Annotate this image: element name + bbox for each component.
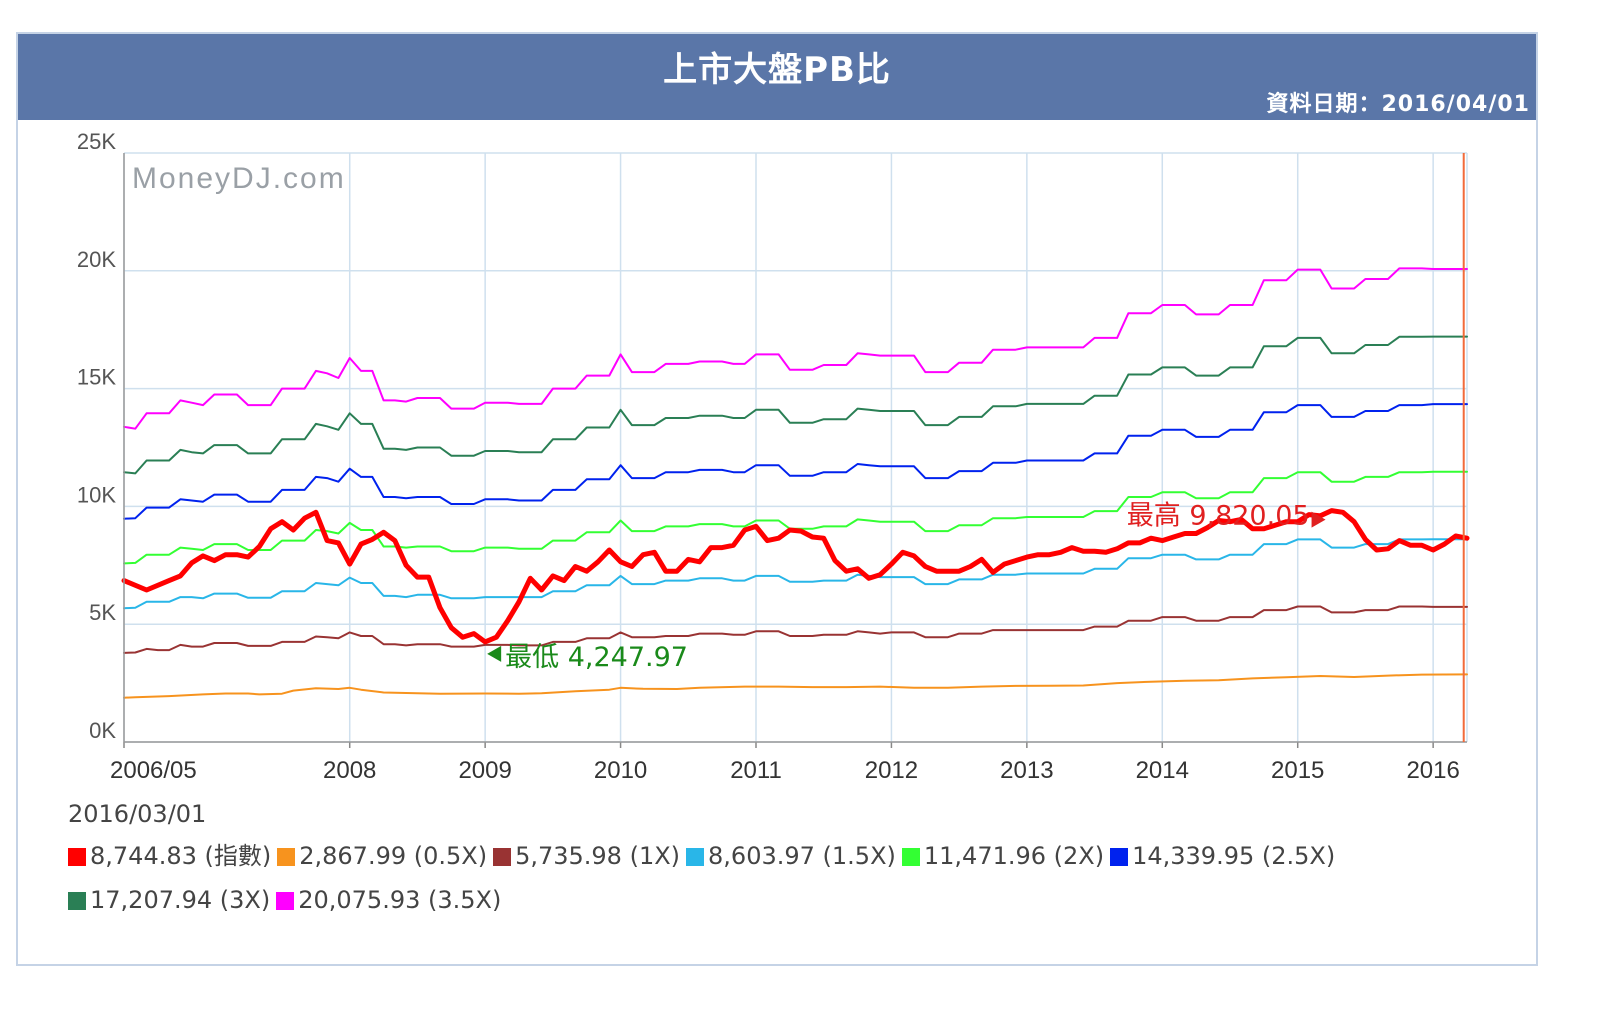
y-tick-label: 5K xyxy=(89,600,116,625)
legend-item[interactable]: 2,867.99 (0.5X) xyxy=(277,834,487,878)
x-tick-label: 2008 xyxy=(323,757,376,784)
legend-item[interactable]: 11,471.96 (2X) xyxy=(901,834,1105,878)
legend-swatch xyxy=(68,848,86,866)
axis-layer: 2006/05 2008 2009 2010 2011 2012 2013 2014 2015 2… xyxy=(77,129,1467,784)
legend-label: 8,603.97 (1.5X) xyxy=(708,842,896,870)
legend-item[interactable]: 14,339.95 (2.5X) xyxy=(1110,834,1335,878)
x-tick-label: 2012 xyxy=(865,757,918,784)
legend-swatch xyxy=(68,892,86,910)
series-line-1 xyxy=(123,673,1468,699)
data-date: 資料日期：2016/04/01 xyxy=(1266,92,1530,117)
y-tick-label: 0K xyxy=(89,718,116,743)
x-tick-label: 2015 xyxy=(1271,757,1324,784)
legend-label: 5,735.98 (1X) xyxy=(515,842,681,870)
x-tick-label: 2013 xyxy=(1000,757,1053,784)
title-bar: 上市大盤PB比 資料日期：2016/04/01 xyxy=(18,34,1536,120)
series-line-2 xyxy=(123,605,1468,654)
series-line-0 xyxy=(121,508,1470,645)
min-annotation: 最低 4,247.97 xyxy=(505,642,688,673)
x-tick-label: 2011 xyxy=(730,757,782,784)
legend-swatch xyxy=(276,892,295,910)
legend-swatch xyxy=(686,848,705,866)
legend-item[interactable]: 20,075.93 (3.5X) xyxy=(276,878,501,922)
legend-item[interactable]: 8,744.83 (指數) xyxy=(68,834,271,878)
legend-label: 2,867.99 (0.5X) xyxy=(299,842,488,870)
legend-label: 11,471.96 (2X) xyxy=(923,842,1105,870)
pb-ratio-chart: MoneyDJ.com 2006/05 2008 2009 2010 2011 2012 2… xyxy=(77,129,1470,784)
legend-swatch xyxy=(901,848,920,866)
x-tick-label: 2009 xyxy=(458,757,511,784)
legend-date: 2016/03/01 xyxy=(68,800,207,828)
watermark: MoneyDJ.com xyxy=(132,162,346,195)
legend-label: 8,744.83 (指數) xyxy=(90,842,272,870)
legend-label: 20,075.93 (3.5X) xyxy=(298,886,502,914)
max-annotation: 最高 9,820.05 xyxy=(1127,501,1310,532)
legend-label: 17,207.94 (3X) xyxy=(90,886,271,914)
x-tick-label: 2016 xyxy=(1406,757,1459,784)
y-tick-label: 10K xyxy=(77,482,116,507)
legend-swatch xyxy=(493,848,512,866)
legend-item[interactable]: 8,603.97 (1.5X) xyxy=(686,834,896,878)
min-arrow-icon xyxy=(487,645,502,662)
x-tick-label: 2006/05 xyxy=(110,757,197,784)
y-tick-label: 20K xyxy=(77,247,116,272)
series-line-7 xyxy=(123,267,1468,430)
y-tick-label: 25K xyxy=(77,129,116,154)
legend: 8,744.83 (指數) 2,867.99 (0.5X) 5,735.98 (1X… xyxy=(68,834,1518,922)
legend-item[interactable]: 17,207.94 (3X) xyxy=(68,878,270,922)
legend-swatch xyxy=(1110,848,1129,866)
y-tick-label: 15K xyxy=(77,365,116,390)
x-tick-label: 2014 xyxy=(1136,757,1189,784)
series-line-6 xyxy=(123,335,1468,475)
series-line-5 xyxy=(123,403,1468,520)
legend-swatch xyxy=(277,848,296,866)
x-tick-label: 2010 xyxy=(594,757,647,784)
annotation-layer: 最低 4,247.97 最高 9,820.05 xyxy=(487,153,1465,742)
series-line-3 xyxy=(123,538,1468,610)
max-arrow-icon xyxy=(1311,511,1326,528)
chart-title: 上市大盤PB比 xyxy=(663,50,891,90)
legend-item[interactable]: 5,735.98 (1X) xyxy=(493,834,680,878)
legend-label: 14,339.95 (2.5X) xyxy=(1132,842,1336,870)
series-layer xyxy=(121,267,1470,699)
grid-layer xyxy=(123,152,1468,743)
chart-panel xyxy=(16,32,1538,966)
